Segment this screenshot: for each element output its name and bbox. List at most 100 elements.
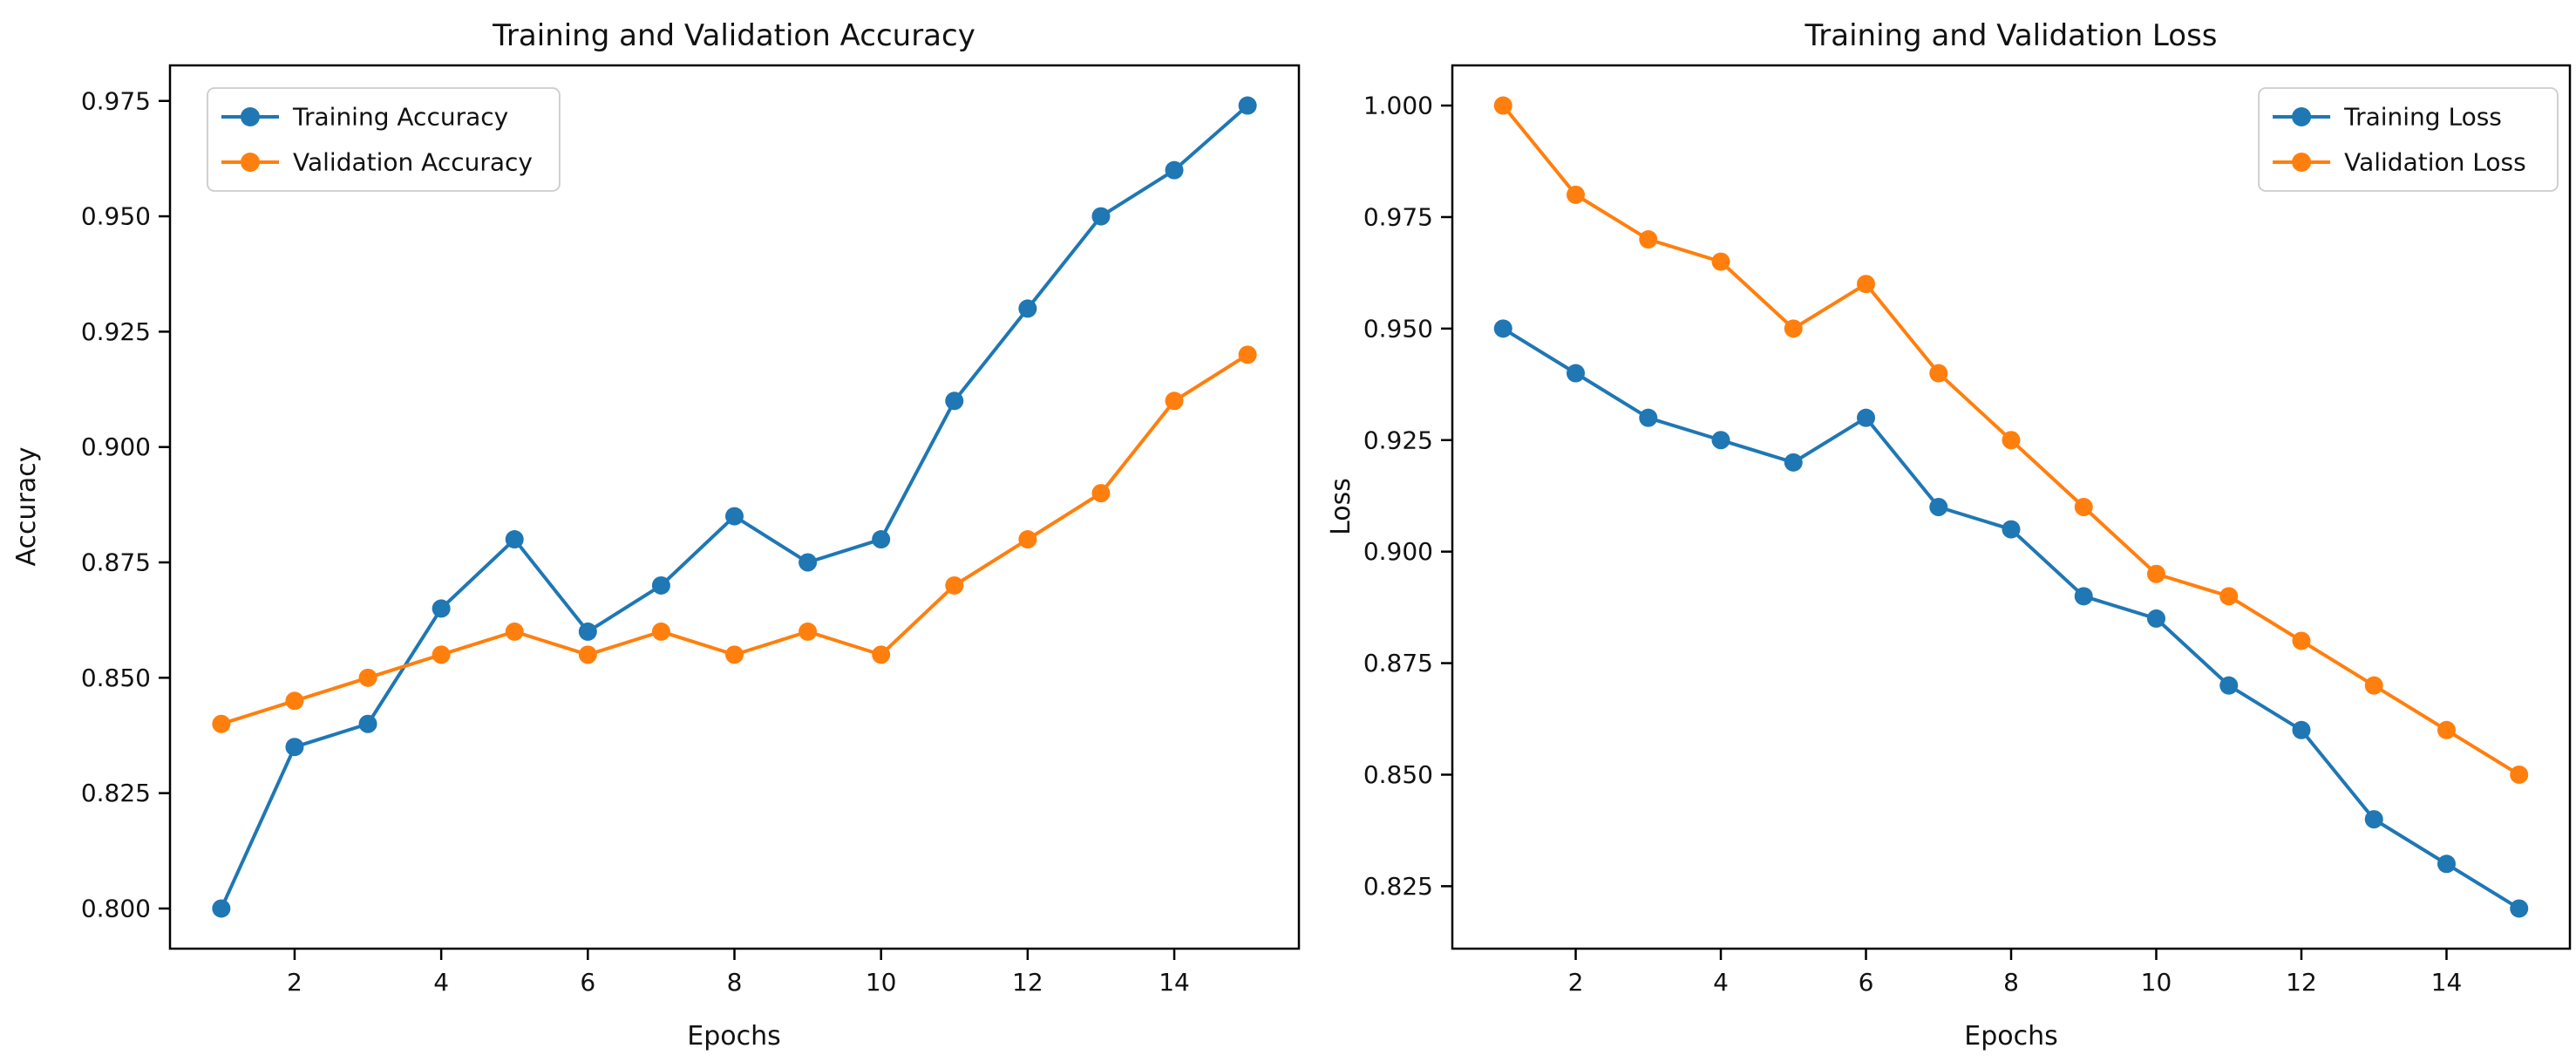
y-tick-label: 0.950 (1363, 314, 1433, 343)
data-point-training-loss (2292, 720, 2311, 739)
data-point-training-loss (2510, 899, 2529, 918)
x-tick-label: 12 (2286, 968, 2317, 997)
data-point-validation-loss (1784, 319, 1803, 338)
y-tick-label: 0.800 (81, 894, 151, 922)
x-tick-label: 6 (1859, 968, 1874, 997)
legend-label: Training Loss (2343, 103, 2502, 132)
data-point-training-accuracy (945, 391, 964, 411)
data-point-training-loss (1929, 498, 1948, 516)
legend-label: Validation Loss (2344, 148, 2526, 177)
y-tick-label: 0.975 (1363, 202, 1433, 231)
data-point-training-accuracy (285, 738, 304, 757)
y-tick-label: 1.000 (1363, 92, 1433, 120)
data-point-validation-loss (1567, 185, 1586, 204)
data-point-validation-accuracy (1018, 530, 1037, 549)
data-point-training-accuracy (651, 575, 670, 595)
data-point-validation-accuracy (432, 645, 451, 664)
data-point-training-loss (2074, 587, 2093, 606)
data-point-training-loss (1711, 431, 1730, 450)
data-point-validation-accuracy (1238, 345, 1257, 364)
x-tick-label: 8 (2003, 968, 2019, 997)
data-point-validation-accuracy (358, 668, 377, 687)
x-tick-label: 10 (2141, 968, 2172, 997)
legend-label: Validation Accuracy (293, 148, 533, 177)
data-point-validation-loss (2292, 631, 2311, 650)
y-tick-label: 0.825 (81, 779, 151, 807)
accuracy-chart: 2 4 6 8 10 12 14 0.800 0.825 0.850 0.875 0.900 0.925… (11, 18, 1301, 1052)
data-point-validation-loss (1711, 252, 1730, 271)
data-point-training-accuracy (1238, 96, 1257, 115)
x-tick-label: 12 (1012, 968, 1043, 997)
data-point-training-accuracy (799, 553, 818, 572)
data-point-training-loss (2002, 520, 2021, 539)
data-point-validation-loss (2219, 587, 2239, 606)
data-point-training-loss (1784, 453, 1803, 472)
data-point-training-accuracy (505, 530, 524, 549)
data-point-training-loss (1857, 408, 1876, 427)
data-point-validation-loss (2002, 431, 2021, 450)
data-point-training-accuracy (1091, 207, 1111, 226)
y-tick-label: 0.875 (1363, 649, 1433, 677)
data-point-training-loss (2146, 609, 2165, 628)
x-tick-label: 2 (1568, 968, 1584, 997)
y-tick-label: 0.900 (81, 432, 151, 461)
x-tick-label: 10 (866, 968, 897, 997)
data-point-validation-accuracy (799, 622, 818, 641)
data-point-training-accuracy (725, 507, 744, 526)
data-point-training-loss (1567, 364, 1586, 383)
y-tick-label: 0.975 (81, 86, 151, 115)
data-point-validation-accuracy (945, 575, 964, 595)
x-tick-label: 2 (287, 968, 302, 997)
x-tick-label: 4 (433, 968, 449, 997)
data-point-training-loss (1493, 319, 1512, 338)
series-line-validation-accuracy (219, 352, 1250, 726)
y-tick-label: 0.850 (81, 664, 151, 692)
data-point-validation-accuracy (505, 622, 524, 641)
accuracy-x-axis-label: Epochs (687, 1021, 781, 1052)
legend-box (2258, 87, 2559, 192)
accuracy-chart-title: Training and Validation Accuracy (492, 18, 975, 53)
y-tick-label: 0.900 (1363, 537, 1433, 566)
y-tick-label: 0.925 (81, 317, 151, 346)
legend-marker (241, 107, 260, 126)
legend-marker (241, 153, 260, 172)
axes-box (1451, 64, 2572, 950)
data-point-training-accuracy (1018, 299, 1037, 318)
data-point-validation-loss (1929, 364, 1948, 383)
data-point-training-loss (2364, 810, 2383, 829)
data-point-training-accuracy (212, 899, 231, 918)
y-tick-label: 0.925 (1363, 425, 1433, 454)
loss-chart: 2 4 6 8 10 12 14 0.825 0.850 0.875 0.900 0.925 0.950… (1326, 18, 2572, 1052)
loss-y-axis-label: Loss (1326, 478, 1356, 535)
series-line-training-accuracy (219, 104, 1250, 910)
data-point-validation-loss (2074, 498, 2093, 516)
data-point-training-accuracy (432, 599, 451, 618)
data-point-validation-loss (1639, 230, 1658, 249)
data-point-validation-loss (2437, 720, 2456, 739)
data-point-training-accuracy (578, 622, 597, 641)
legend-label: Training Accuracy (292, 103, 508, 132)
data-point-validation-loss (2510, 765, 2529, 784)
data-point-training-loss (2219, 676, 2239, 695)
data-point-training-loss (2437, 854, 2456, 874)
data-point-validation-accuracy (651, 622, 670, 641)
data-point-training-accuracy (872, 530, 891, 549)
y-tick-label: 0.950 (81, 202, 151, 231)
x-tick-label: 14 (1159, 968, 1190, 997)
accuracy-y-axis-label: Accuracy (11, 447, 42, 567)
x-tick-label: 14 (2431, 968, 2463, 997)
data-point-validation-loss (1493, 96, 1512, 115)
x-tick-label: 6 (580, 968, 595, 997)
data-point-validation-accuracy (578, 645, 597, 664)
data-point-validation-accuracy (285, 691, 304, 711)
legend-marker (2292, 153, 2312, 172)
y-tick-label: 0.825 (1363, 872, 1433, 901)
data-point-validation-accuracy (872, 645, 891, 664)
y-tick-label: 0.850 (1363, 760, 1433, 789)
loss-chart-title: Training and Validation Loss (1804, 18, 2217, 53)
legend-box (207, 87, 561, 192)
data-point-validation-loss (2146, 564, 2165, 583)
x-tick-label: 8 (727, 968, 743, 997)
